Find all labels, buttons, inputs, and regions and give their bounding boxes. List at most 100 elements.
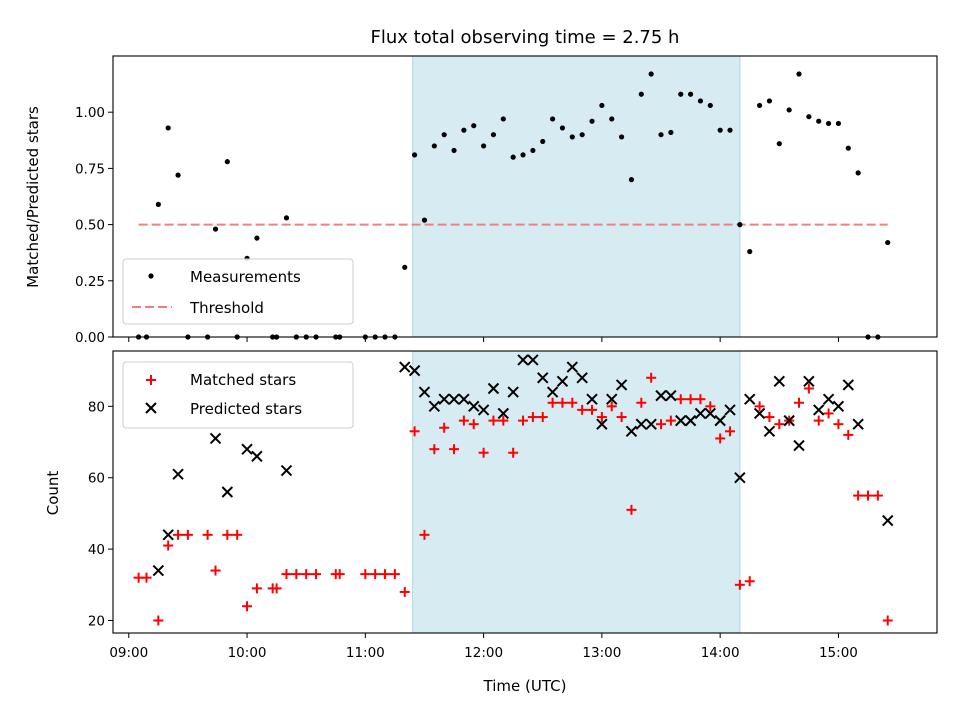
matched-stars-point [242,601,253,612]
predicted-stars-point [497,407,510,420]
measurement-point [165,125,171,131]
matched-stars-point [360,569,371,580]
bottom-y-axis-label: Count [44,471,62,516]
matched-stars-point [646,372,657,383]
measurement-point [855,170,861,176]
x-tick-label: 10:00 [228,645,267,661]
matched-stars-point [311,569,322,580]
matched-stars-point [577,404,588,415]
matched-stars-point [744,576,755,587]
measurement-point [816,118,822,124]
predicted-stars-point [438,393,450,405]
x-tick-label: 12:00 [464,645,503,661]
predicted-stars-point [251,450,263,463]
matched-stars-point [537,412,548,423]
top-y-tick-label: 0.25 [75,274,105,290]
predicted-stars-point [822,393,835,405]
matched-stars-point [863,490,874,501]
matched-stars-point [754,401,765,412]
legend-measurements-label: Measurements [190,268,301,286]
matched-stars-point [370,569,381,580]
matched-stars-point [389,569,400,580]
matched-stars-point [210,565,221,576]
predicted-stars-point [209,432,222,445]
matched-stars-point [882,615,893,626]
measurement-point [727,127,733,133]
measurement-point [471,123,477,129]
matched-stars-point [232,529,243,540]
matched-stars-point [547,397,558,408]
matched-stars-point [606,401,617,412]
predicted-stars-point [428,400,441,413]
measurement-point [283,215,290,221]
measurement-point [628,177,635,183]
predicted-stars-point [399,361,411,373]
predicted-stars-point [684,414,697,427]
matched-stars-point [567,397,578,408]
predicted-stars-point [655,389,667,402]
matched-stars-point [695,394,706,405]
predicted-stars-point [241,443,253,455]
matched-stars-point [141,572,152,583]
matched-stars-point [173,529,184,540]
measurement-point [461,127,467,133]
top-legend: Measurements Threshold [122,258,354,325]
measurement-point [569,134,575,140]
chart-title: Flux total observing time = 2.75 h [371,27,680,48]
measurement-point [717,127,723,133]
bottom-y-ticks: 20 40 60 80 [88,399,113,630]
top-y-ticks: 0.00 0.25 0.50 0.75 1.00 [75,105,113,346]
top-legend-box [122,258,354,325]
measurement-point [835,120,842,127]
predicted-stars-point [152,564,165,577]
matched-stars-point [656,419,667,430]
matched-stars-point [853,490,864,501]
matched-stars-point [153,615,164,626]
bottom-y-tick-label: 60 [88,471,105,487]
measurement-point [254,235,260,241]
top-y-tick-label: 1.00 [75,105,105,121]
predicted-stars-point [477,404,490,416]
measurement-point [520,152,526,158]
matched-stars-point [794,397,805,408]
measurement-point [885,239,891,246]
predicted-stars-point [487,382,500,395]
measurement-point [747,248,753,255]
matched-stars-point [764,412,775,423]
legend-matched-label: Matched stars [190,371,296,389]
top-measurement-points [136,71,891,340]
predicted-stars-point [280,464,293,477]
matched-stars-point [334,569,345,580]
matched-stars-point [271,583,282,594]
measurement-point [697,98,704,104]
measurement-point [490,132,497,138]
predicted-stars-point [586,393,598,405]
matched-stars-point [429,444,440,455]
predicted-stars-point [645,418,657,430]
measurement-point [737,222,743,228]
predicted-stars-point [763,425,776,438]
matched-stars-point [419,529,430,540]
measurement-point [756,102,763,109]
matched-stars-point [587,404,598,415]
matched-stars-point [833,419,844,430]
predicted-stars-point [773,375,786,388]
matched-stars-point [715,433,726,444]
matched-stars-point [458,415,469,426]
predicted-stars-point [842,379,854,391]
matched-stars-point [872,490,883,501]
measurement-point [796,71,802,77]
measurement-point [648,71,654,77]
measurement-point [155,201,161,207]
matched-stars-point [675,394,686,405]
measurement-point [421,217,428,223]
predicted-stars-point [882,514,894,527]
predicted-stars-point [596,418,608,430]
x-tick-label: 13:00 [582,645,621,661]
measurement-point [224,159,230,165]
predicted-stars-point [793,439,805,452]
bottom-plot-frame [112,350,938,634]
matched-stars-point [803,383,814,394]
matched-stars-point [527,412,538,423]
matched-stars-point [380,569,391,580]
